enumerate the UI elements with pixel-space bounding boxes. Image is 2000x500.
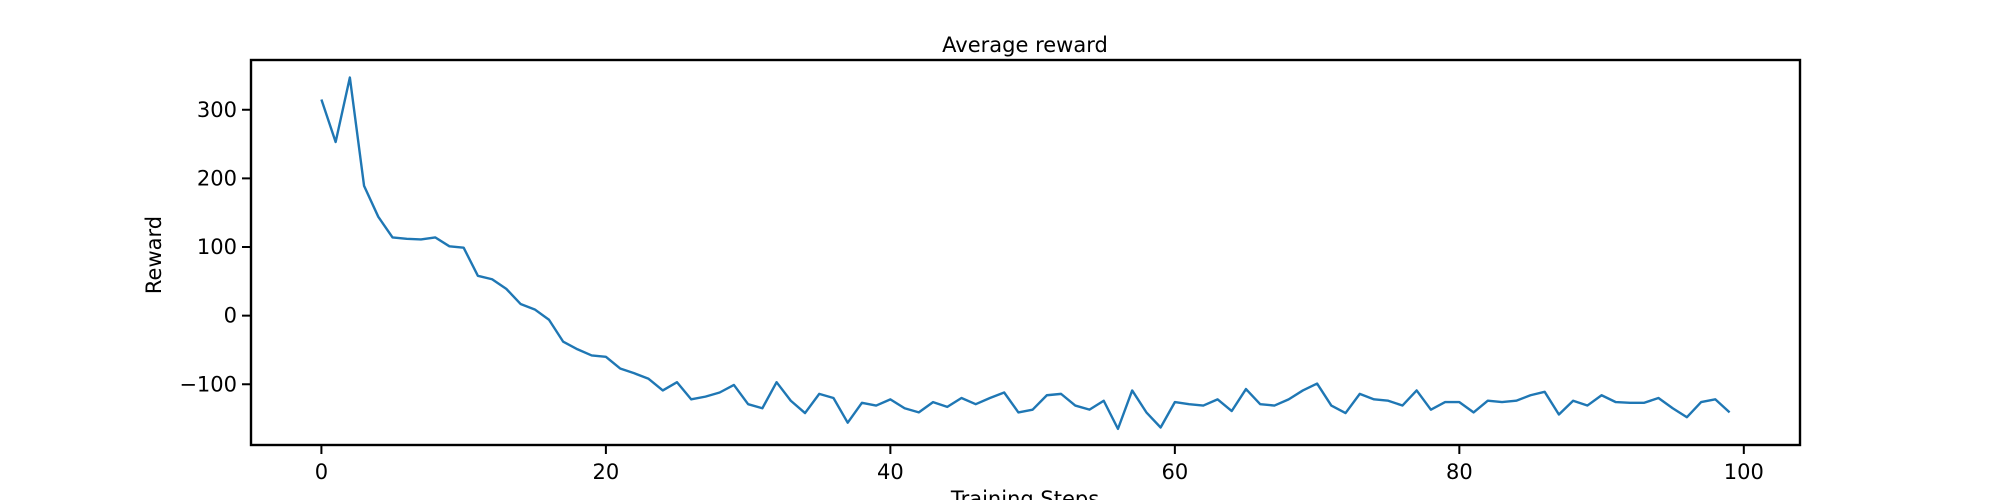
line — [320, 76, 1731, 431]
x-tick-label: 0 — [315, 460, 328, 484]
chart-title: Average reward — [942, 33, 1108, 57]
x-tick-label: 60 — [1161, 460, 1188, 484]
x-tick-label: 20 — [593, 460, 620, 484]
x-axis-label: Training Steps — [950, 487, 1099, 500]
y-tick-label: 200 — [197, 166, 237, 190]
y-tick-label: 100 — [197, 235, 237, 259]
y-tick-label: −100 — [179, 372, 237, 396]
y-tick-label: 0 — [224, 304, 237, 328]
y-tick-label: 300 — [197, 98, 237, 122]
x-tick-label: 40 — [877, 460, 904, 484]
plot-frame — [249, 58, 1802, 447]
y-axis-label: Reward — [142, 216, 166, 294]
x-tick-label: 80 — [1446, 460, 1473, 484]
x-tick-label: 100 — [1724, 460, 1764, 484]
